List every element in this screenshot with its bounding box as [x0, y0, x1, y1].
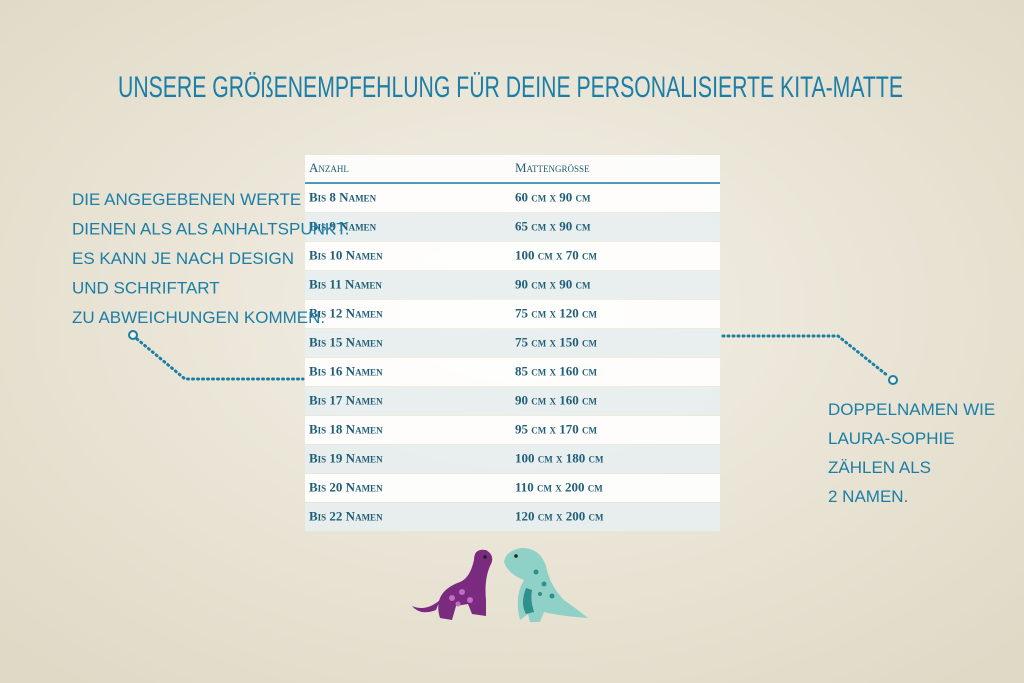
left-note-line: ZU ABWEICHUNGEN KOMMEN.	[72, 308, 325, 327]
table-cell: 75 cm x 120 cm	[515, 305, 597, 320]
left-note-line: DIE ANGEGEBENEN WERTE	[72, 190, 301, 209]
table-cell: 75 cm x 150 cm	[515, 334, 597, 349]
table-row	[305, 300, 720, 328]
table-row	[305, 387, 720, 415]
table-row	[305, 329, 720, 357]
left-note-line: UND SCHRIFTART	[72, 279, 220, 298]
table-cell: 100 cm x 180 cm	[515, 450, 604, 465]
table-cell: 85 cm x 160 cm	[515, 363, 597, 378]
table-cell: Bis 22 Namen	[309, 508, 383, 523]
table-cell: Bis 15 Namen	[309, 334, 383, 349]
left-connector	[135, 337, 305, 381]
table-cell: 90 cm x 90 cm	[515, 276, 591, 291]
connector-dot	[128, 330, 138, 340]
table-row	[305, 184, 720, 212]
table-header-bg	[305, 155, 720, 183]
table-cell: Bis 10 Namen	[309, 247, 383, 262]
table-row	[305, 503, 720, 531]
left-note-line: ES KANN JE NACH DESIGN	[72, 249, 294, 268]
table-row	[305, 271, 720, 299]
notes: DIE ANGEGEBENEN WERTE DIENEN ALS ALS ANHA…	[72, 190, 995, 506]
table-header-cell: Anzahl	[309, 160, 349, 175]
table-cell: Bis 18 Namen	[309, 421, 383, 436]
table-row	[305, 358, 720, 386]
table-row	[305, 213, 720, 241]
right-note-line: ZÄHLEN ALS	[828, 458, 931, 477]
table-cell: Bis 19 Namen	[309, 450, 383, 465]
connector-lines	[135, 334, 890, 381]
teal-dino	[504, 548, 588, 622]
table-row	[305, 474, 720, 502]
table-row	[305, 445, 720, 473]
table-cell: 110 cm x 200 cm	[515, 479, 603, 494]
table-cell: 95 cm x 170 cm	[515, 421, 597, 436]
right-note-line: DOPPELNAMEN WIE	[828, 400, 995, 419]
size-table: Anzahl Mattengröße Bis 8 Namen 60 cm x 90 c…	[305, 155, 720, 531]
table-cell: Bis 11 Namen	[309, 276, 382, 291]
table-cell: Bis 16 Namen	[309, 363, 383, 378]
right-note-line: LAURA-SOPHIE	[828, 429, 955, 448]
table-header-cell: Mattengröße	[515, 160, 590, 175]
connector-dot	[888, 375, 898, 385]
table-cell: 100 cm x 70 cm	[515, 247, 597, 262]
table-cell: 65 cm x 90 cm	[515, 218, 591, 233]
table-cell: 90 cm x 160 cm	[515, 392, 597, 407]
title: UNSERE GRÖßENEMPFEHLUNG FÜR DEINE PERSON…	[118, 71, 903, 104]
table-cell: Bis 20 Namen	[309, 479, 383, 494]
table-cell: Bis 9 Namen	[309, 218, 377, 233]
table-cell: Bis 17 Namen	[309, 392, 383, 407]
purple-dino	[412, 549, 493, 620]
table-row	[305, 416, 720, 444]
table-cell: 120 cm x 200 cm	[515, 508, 604, 523]
right-connector	[721, 334, 890, 378]
table-cell: Bis 8 Namen	[309, 189, 377, 204]
right-note-line: 2 NAMEN.	[828, 487, 908, 506]
left-note-line: DIENEN ALS ALS ANHALTSPUNKT.	[72, 220, 349, 239]
table-cell: Bis 12 Namen	[309, 305, 383, 320]
table-cell: 60 cm x 90 cm	[515, 189, 591, 204]
table-row	[305, 242, 720, 270]
